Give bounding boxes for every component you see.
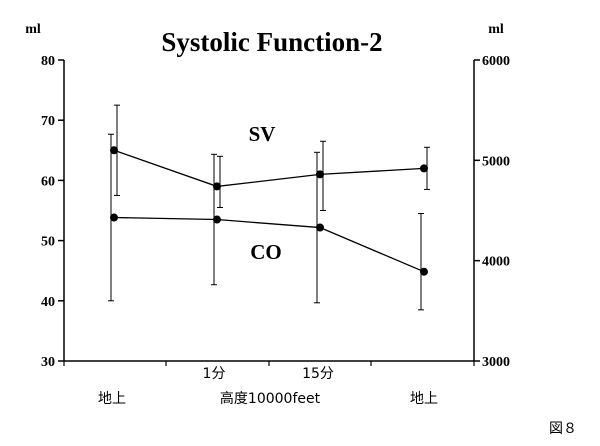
right-tick-label-2: 5000 [482,154,510,169]
sv-line [113,149,425,188]
series-co [108,133,428,311]
chart-marks [108,104,430,311]
sv-point-0 [110,146,118,155]
series-sv [110,104,430,211]
x-category-top-1: 1分 [203,366,226,382]
sv-point-3 [420,164,428,173]
chart-title: Systolic Function-2 [161,27,382,57]
co-point-2 [316,223,324,232]
right-tick-label-0: 3000 [482,355,510,370]
x-category-top-2: 15分 [302,366,334,382]
left-tick-label-1: 40 [41,295,55,310]
right-tick-label-1: 4000 [482,255,510,270]
right-tick-label-3: 6000 [482,54,510,69]
left-tick-label-4: 70 [41,114,55,129]
co-point-1 [213,215,221,224]
series-label-sv: SV [249,122,276,146]
right-axis-unit: ml [488,22,504,37]
co-point-0 [110,213,118,222]
co-point-3 [420,267,428,276]
left-tick-label-0: 30 [41,355,55,370]
left-tick-label-3: 60 [41,174,55,189]
left-tick-label-5: 80 [41,54,55,69]
co-line [113,216,425,273]
sv-point-1 [213,182,221,191]
left-axis-unit: ml [25,22,41,37]
sv-point-2 [316,170,324,179]
axes: 30 40 50 60 70 80 3000 4000 5000 6000 [41,54,510,370]
left-tick-label-2: 50 [41,235,55,250]
series-label-co: CO [250,240,282,264]
x-category-ground-start: 地上 [98,391,126,407]
x-category-ground-end: 地上 [410,391,438,407]
figure-label: 図８ [549,421,577,437]
x-category-altitude: 高度10000feet [220,390,321,407]
